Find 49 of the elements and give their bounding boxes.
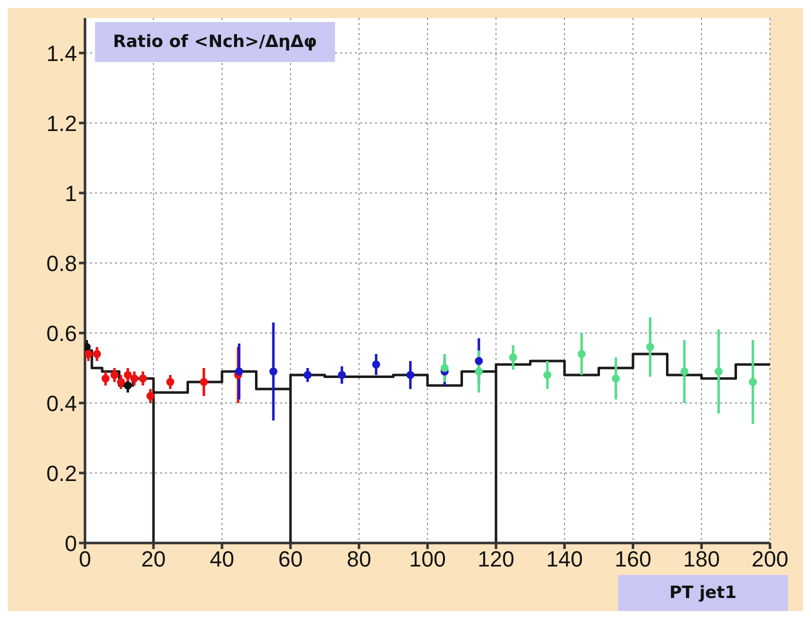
x-tick-label: 20 (141, 546, 166, 572)
point (714, 368, 723, 376)
point (338, 371, 346, 379)
point (304, 371, 312, 379)
point (612, 374, 620, 382)
x-tick-label: 200 (752, 546, 788, 572)
point (85, 350, 92, 358)
x-tick-label: 140 (546, 546, 583, 572)
point (235, 368, 244, 376)
y-tick-label: 0 (64, 530, 77, 556)
y-tick-label: 0.4 (46, 390, 77, 416)
point (440, 364, 449, 372)
point (474, 368, 483, 376)
point (406, 371, 414, 379)
x-tick-label: 180 (683, 546, 720, 572)
y-tick-label: 1 (64, 180, 77, 206)
x-tick-label: 160 (614, 546, 652, 572)
point (372, 360, 380, 368)
point (200, 378, 208, 386)
point (474, 357, 483, 365)
point (102, 374, 110, 382)
point (110, 371, 118, 379)
point (116, 378, 125, 386)
x-tick-label: 100 (409, 546, 446, 572)
x-tick-label: 60 (278, 546, 303, 572)
point (748, 378, 757, 386)
y-tick-label: 0.8 (46, 250, 77, 276)
x-axis-title: PT jet1 (618, 575, 788, 611)
y-tick-label: 0.6 (46, 320, 77, 346)
point (646, 343, 654, 351)
x-tick-label: 120 (478, 546, 514, 572)
point (680, 368, 688, 376)
point (166, 378, 174, 386)
y-tick-label: 0.2 (46, 460, 77, 486)
text: Ratio of <Nch>/ΔηΔφ (95, 22, 335, 62)
point (509, 354, 518, 362)
point (130, 374, 138, 382)
x-tick-label: 40 (210, 546, 234, 572)
point (124, 371, 132, 379)
point (578, 350, 586, 358)
point (138, 374, 147, 382)
point (92, 350, 101, 358)
y-tick-label: 1.4 (46, 40, 77, 66)
x-tick-label: 80 (346, 546, 372, 572)
point (269, 368, 278, 376)
y-tick-label: 1.2 (46, 110, 77, 136)
point (146, 392, 154, 400)
point (543, 371, 552, 379)
point (124, 382, 132, 390)
